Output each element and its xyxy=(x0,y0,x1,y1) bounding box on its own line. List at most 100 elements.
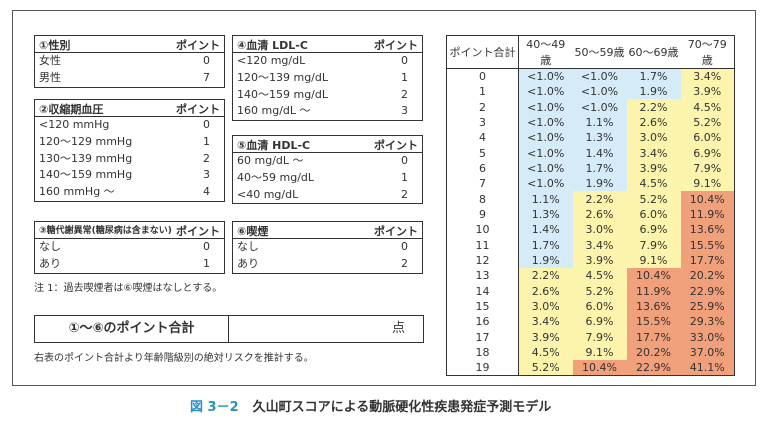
point-total-box: ①〜⑥のポイント合計 点 xyxy=(34,315,424,343)
risk-cell: 10.4% xyxy=(626,268,681,284)
risk-cell: 1.7% xyxy=(626,68,681,84)
risk-cell: 1.7% xyxy=(518,237,573,253)
risk-cell: 7.9% xyxy=(680,160,735,177)
column-header: 40〜49歳 xyxy=(518,35,573,69)
factor-box-2: ②収縮期血圧 ポイント <120 mmHg 0 120〜129 mmHg 1 130〜139… xyxy=(34,99,225,202)
factor-points: 4 xyxy=(203,185,210,199)
factor-row: 40〜59 mg/dL 1 xyxy=(233,170,422,187)
factor-row: なし 0 xyxy=(233,239,422,256)
point-total-cell: 7 xyxy=(446,176,519,192)
risk-cell: 29.3% xyxy=(680,314,735,330)
risk-cell: 1.1% xyxy=(518,191,573,207)
risk-cell: 1.9% xyxy=(626,84,681,100)
risk-cell: 2.2% xyxy=(518,268,573,284)
risk-cell: 3.4% xyxy=(572,237,627,253)
point-total-cell: 16 xyxy=(446,314,519,330)
risk-cell: 20.2% xyxy=(680,268,735,284)
point-label: ポイント xyxy=(374,139,418,152)
factor-category: <120 mmHg xyxy=(39,118,110,131)
risk-cell: 3.0% xyxy=(572,222,627,238)
point-total-cell: 9 xyxy=(446,206,519,223)
risk-cell: 5.2% xyxy=(518,360,573,376)
factor-category: 160 mg/dL 〜 xyxy=(237,104,311,118)
table-row: 12 1.9% 3.9% 9.1% 17.7% xyxy=(446,252,735,269)
factor-category: なし xyxy=(39,240,61,253)
risk-cell: 17.7% xyxy=(680,252,735,269)
point-total-cell: 14 xyxy=(446,283,519,299)
column-header: 50〜59歳 xyxy=(572,35,627,69)
factor-points: 0 xyxy=(203,240,210,253)
factor-category: 140〜159 mmHg xyxy=(39,168,133,182)
note-smoking: 注 1：過去喫煙者は⑥喫煙はなしとする。 xyxy=(34,283,223,294)
factor-header: ①性別 ポイント xyxy=(35,36,224,53)
factor-box-6: ⑥喫煙 ポイント なし 0 あり 2 xyxy=(232,221,423,274)
table-row: 10 1.4% 3.0% 6.9% 13.6% xyxy=(446,222,735,238)
factor-title: ④血清 LDL-C xyxy=(237,39,308,52)
factor-points: 2 xyxy=(401,187,408,201)
risk-cell: 15.5% xyxy=(626,314,681,330)
factor-row: 60 mg/dL 〜 0 xyxy=(233,153,422,170)
factor-points: 0 xyxy=(203,54,210,67)
risk-cell: 7.9% xyxy=(626,237,681,253)
risk-cell: 4.5% xyxy=(572,268,627,284)
risk-cell: 9.1% xyxy=(680,176,735,192)
point-label: ポイント xyxy=(176,39,220,52)
caption-title: 久山町スコアによる動脈硬化性疾患発症予測モデル xyxy=(252,400,552,415)
risk-cell: 7.9% xyxy=(572,329,627,345)
table-row: 18 4.5% 9.1% 20.2% 37.0% xyxy=(446,344,735,361)
risk-cell: <1.0% xyxy=(518,145,573,161)
factor-row: 120〜129 mmHg 1 xyxy=(35,134,224,151)
factor-box-3: ③糖代謝異常(糖尿病は含まない) ポイント なし 0 あり 1 xyxy=(34,221,225,274)
factor-points: 1 xyxy=(401,170,408,184)
risk-cell: 1.4% xyxy=(572,145,627,161)
factor-header: ③糖代謝異常(糖尿病は含まない) ポイント xyxy=(35,222,224,239)
point-total-cell: 8 xyxy=(446,191,519,207)
risk-cell: 2.6% xyxy=(626,114,681,131)
risk-cell: <1.0% xyxy=(518,176,573,192)
table-row: 14 2.6% 5.2% 11.9% 22.9% xyxy=(446,283,735,299)
factor-header: ②収縮期血圧 ポイント xyxy=(35,100,224,117)
point-total-cell: 17 xyxy=(446,329,519,345)
factor-category: 120〜129 mmHg xyxy=(39,134,133,148)
factor-row: 120〜139 mg/dL 1 xyxy=(233,70,422,87)
factor-points: 2 xyxy=(203,151,210,165)
table-row: 16 3.4% 6.9% 15.5% 29.3% xyxy=(446,314,735,330)
point-total-cell: 15 xyxy=(446,298,519,315)
risk-cell: 13.6% xyxy=(626,298,681,315)
risk-cell: 17.7% xyxy=(626,329,681,345)
risk-cell: <1.0% xyxy=(572,68,627,84)
factor-points: 2 xyxy=(401,256,408,270)
risk-cell: 3.0% xyxy=(518,298,573,315)
factor-points: 0 xyxy=(401,54,408,67)
factor-points: 1 xyxy=(203,256,210,270)
risk-cell: <1.0% xyxy=(572,84,627,100)
table-row: 8 1.1% 2.2% 5.2% 10.4% xyxy=(446,191,735,207)
risk-cell: 25.9% xyxy=(680,298,735,315)
risk-cell: 1.3% xyxy=(572,130,627,146)
risk-cell: 6.9% xyxy=(680,145,735,161)
factor-category: 160 mmHg 〜 xyxy=(39,185,115,199)
factor-row: 男性 7 xyxy=(35,70,224,87)
factor-row: <120 mmHg 0 xyxy=(35,117,224,134)
figure-caption: 図 3－2 久山町スコアによる動脈硬化性疾患発症予測モデル xyxy=(190,396,551,415)
risk-cell: <1.0% xyxy=(572,99,627,115)
risk-cell: 3.9% xyxy=(572,252,627,269)
risk-cell: <1.0% xyxy=(518,114,573,131)
factor-row: 130〜139 mmHg 2 xyxy=(35,151,224,168)
factor-category: 60 mg/dL 〜 xyxy=(237,154,304,167)
risk-cell: 6.0% xyxy=(680,130,735,146)
risk-table: ポイント合計 40〜49歳 50〜59歳 60〜69歳 70〜79歳 0 <1.0% <1.0… xyxy=(446,35,735,377)
risk-cell: 1.9% xyxy=(518,252,573,269)
table-row: 17 3.9% 7.9% 17.7% 33.0% xyxy=(446,329,735,345)
factor-points: 0 xyxy=(203,118,210,131)
point-total-cell: 11 xyxy=(446,237,519,253)
table-row: 3 <1.0% 1.1% 2.6% 5.2% xyxy=(446,114,735,131)
risk-cell: 1.9% xyxy=(572,176,627,192)
risk-cell: <1.0% xyxy=(518,130,573,146)
risk-cell: 3.4% xyxy=(680,68,735,84)
point-label: ポイント xyxy=(374,39,418,52)
factor-points: 7 xyxy=(203,70,210,84)
risk-cell: 22.9% xyxy=(680,283,735,299)
risk-cell: 2.2% xyxy=(572,191,627,207)
risk-cell: 5.2% xyxy=(572,283,627,299)
